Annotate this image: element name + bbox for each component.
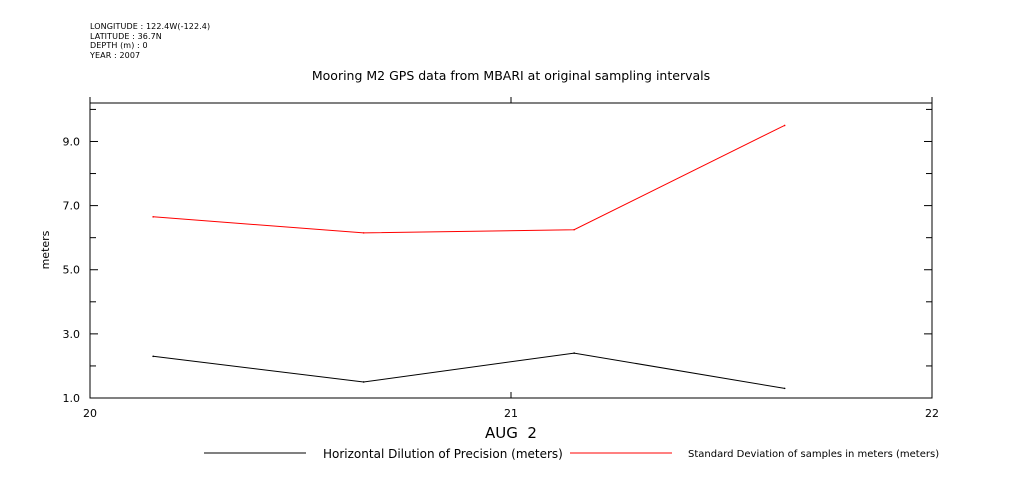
y-tick-label: 1.0 xyxy=(63,392,81,405)
y-tick-label: 9.0 xyxy=(63,135,81,148)
y-axis-label: meters xyxy=(39,230,52,269)
data-point xyxy=(573,352,575,354)
y-tick-label: 5.0 xyxy=(63,264,81,277)
data-point xyxy=(573,228,575,231)
legend: Horizontal Dilution of Precision (meters… xyxy=(204,447,939,461)
legend-label-1: Horizontal Dilution of Precision (meters… xyxy=(323,447,563,461)
x-tick-label: 21 xyxy=(504,407,518,420)
data-point xyxy=(152,355,154,358)
x-tick-label: 22 xyxy=(925,407,939,420)
series-group xyxy=(152,124,786,390)
y-tick-label: 7.0 xyxy=(63,200,81,213)
plot-frame xyxy=(89,102,933,399)
y-tick-label: 3.0 xyxy=(63,328,81,341)
latitude-label: LATITUDE : 36.7N xyxy=(90,31,162,41)
data-point xyxy=(152,216,154,218)
data-point xyxy=(362,381,365,383)
year-label: YEAR : 2007 xyxy=(90,50,141,60)
chart-title: Mooring M2 GPS data from MBARI at origin… xyxy=(312,68,710,83)
longitude-label: LONGITUDE : 122.4W(-122.4) xyxy=(90,22,211,31)
data-point xyxy=(783,124,786,127)
series-line-1 xyxy=(153,352,785,389)
x-axis-label: AUG 2 xyxy=(485,424,537,442)
depth-label: DEPTH (m) : 0 xyxy=(90,41,148,50)
legend-label-2: Standard Deviation of samples in meters … xyxy=(688,449,939,460)
series-line-2 xyxy=(153,124,785,234)
data-point xyxy=(783,387,786,390)
data-point xyxy=(362,232,365,234)
x-tick-label: 20 xyxy=(83,407,97,420)
axis-ticks: 1.0 3.0 5.0 7.0 9.0 20 21 22 xyxy=(63,97,939,420)
metadata-block: LONGITUDE : 122.4W(-122.4) LATITUDE : 36… xyxy=(90,22,210,60)
